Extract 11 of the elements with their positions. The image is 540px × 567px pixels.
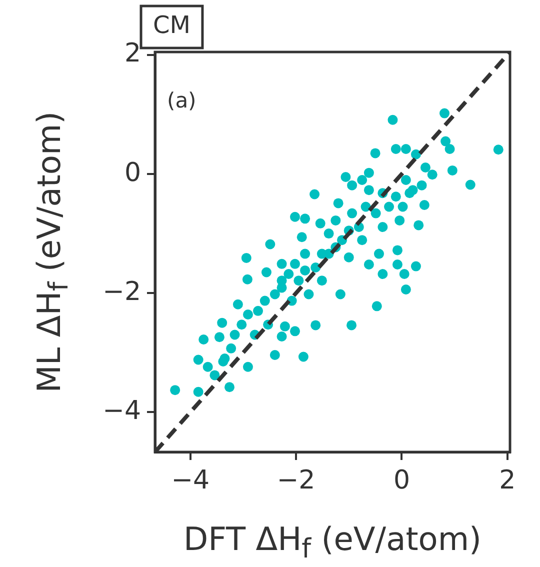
y-tick-label: 2	[124, 38, 141, 69]
annotation: (a)	[167, 88, 196, 112]
y-tick-label: 0	[124, 158, 141, 188]
y-tick-label: −2	[102, 276, 141, 307]
x-tick-label: −4	[171, 465, 210, 496]
text: CM	[153, 11, 190, 40]
x-tick-label: −2	[276, 465, 316, 496]
x-tick-label: 2	[499, 465, 516, 496]
y-tick-label: −4	[102, 396, 141, 426]
x-axis-title: DFT ΔH$_{f}$ (eV/atom)	[182, 520, 482, 564]
x-tick-label: 0	[393, 465, 410, 496]
